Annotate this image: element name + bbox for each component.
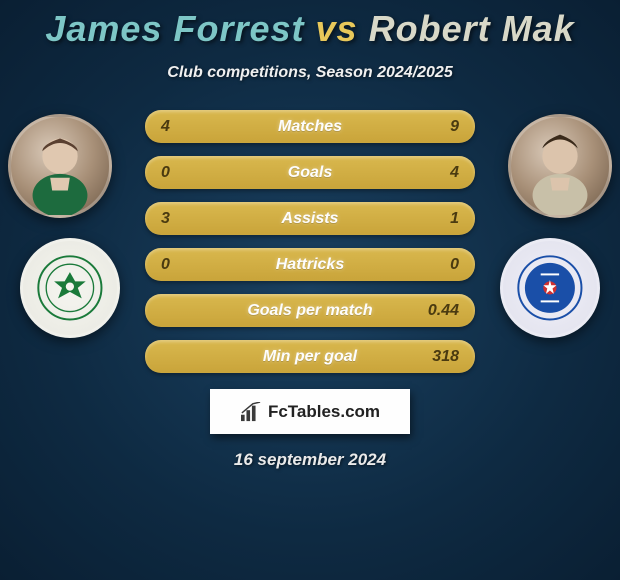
stat-left-value: 3: [161, 210, 170, 228]
stat-row-hattricks: 0 Hattricks 0: [145, 248, 475, 281]
stat-label: Matches: [145, 118, 475, 136]
stat-label: Hattricks: [145, 256, 475, 274]
brand-icon: [240, 402, 262, 422]
stat-label: Assists: [145, 210, 475, 228]
player2-name: Robert Mak: [369, 8, 575, 49]
stat-label: Min per goal: [145, 348, 475, 366]
player2-avatar: [508, 114, 612, 218]
stat-right-value: 0: [450, 256, 459, 274]
player1-club-badge: [20, 238, 120, 338]
date-label: 16 september 2024: [0, 450, 620, 470]
player1-name: James Forrest: [45, 8, 304, 49]
stat-label: Goals: [145, 164, 475, 182]
player1-avatar: [8, 114, 112, 218]
comparison-title: James Forrest vs Robert Mak: [0, 0, 620, 50]
stat-left-value: 0: [161, 164, 170, 182]
brand-box: FcTables.com: [210, 389, 410, 434]
stat-row-assists: 3 Assists 1: [145, 202, 475, 235]
stat-left-value: 0: [161, 256, 170, 274]
brand-text: FcTables.com: [268, 402, 380, 422]
vs-text: vs: [316, 8, 358, 49]
stat-right-value: 4: [450, 164, 459, 182]
stat-right-value: 0.44: [428, 302, 459, 320]
comparison-body: 4 Matches 9 0 Goals 4 3 Assists 1 0 Hatt…: [0, 110, 620, 470]
player2-club-badge: [500, 238, 600, 338]
subtitle: Club competitions, Season 2024/2025: [0, 64, 620, 82]
stat-row-matches: 4 Matches 9: [145, 110, 475, 143]
stat-row-mpg: Min per goal 318: [145, 340, 475, 373]
stat-row-gpm: Goals per match 0.44: [145, 294, 475, 327]
stat-right-value: 318: [432, 348, 459, 366]
stat-left-value: 4: [161, 118, 170, 136]
stat-right-value: 1: [450, 210, 459, 228]
stat-right-value: 9: [450, 118, 459, 136]
stats-bars: 4 Matches 9 0 Goals 4 3 Assists 1 0 Hatt…: [145, 110, 475, 373]
stat-row-goals: 0 Goals 4: [145, 156, 475, 189]
stat-label: Goals per match: [145, 302, 475, 320]
